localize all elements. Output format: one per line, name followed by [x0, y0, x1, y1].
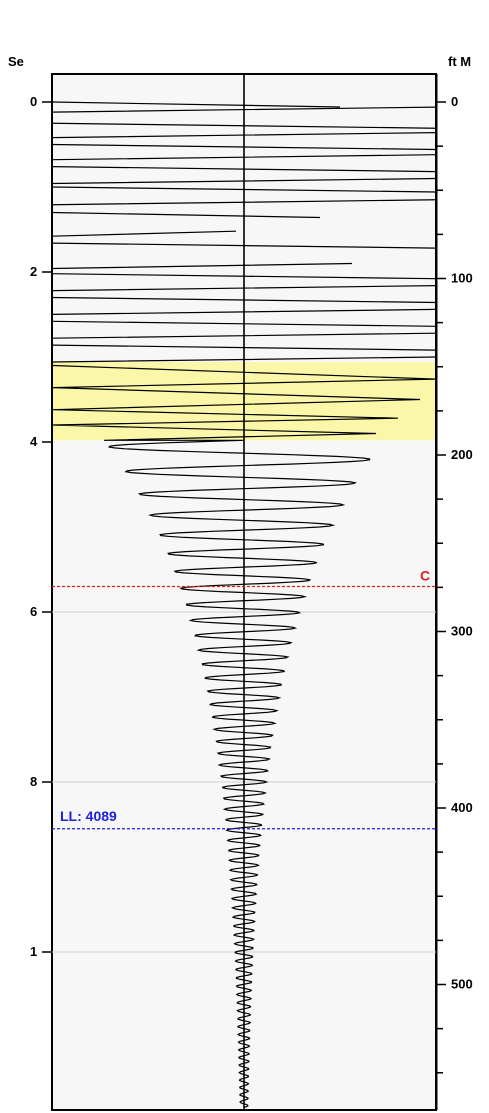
right-axis: 0 100 200 300 400 500: [436, 74, 473, 1110]
right-tick-label: 500: [451, 977, 473, 992]
right-tick-label: 200: [451, 447, 473, 462]
right-tick-label: 400: [451, 800, 473, 815]
left-tick-label: 1: [30, 944, 37, 959]
right-tick-label: 0: [451, 94, 458, 109]
marker-label: LL: 4089: [60, 808, 117, 824]
left-tick-label: 4: [30, 434, 38, 449]
left-tick-label: 0: [30, 94, 37, 109]
left-axis-label: Se: [8, 54, 24, 69]
left-axis: 0 2 4 6 8 1: [30, 94, 52, 959]
left-tick-label: 8: [30, 774, 37, 789]
left-tick-label: 2: [30, 264, 37, 279]
right-tick-label: 100: [451, 271, 473, 286]
right-tick-label: 300: [451, 624, 473, 639]
marker-lines: C LL: 4089: [52, 568, 436, 830]
marker-label: C: [420, 568, 430, 584]
right-axis-label: ft M: [448, 54, 471, 69]
left-tick-label: 6: [30, 604, 37, 619]
